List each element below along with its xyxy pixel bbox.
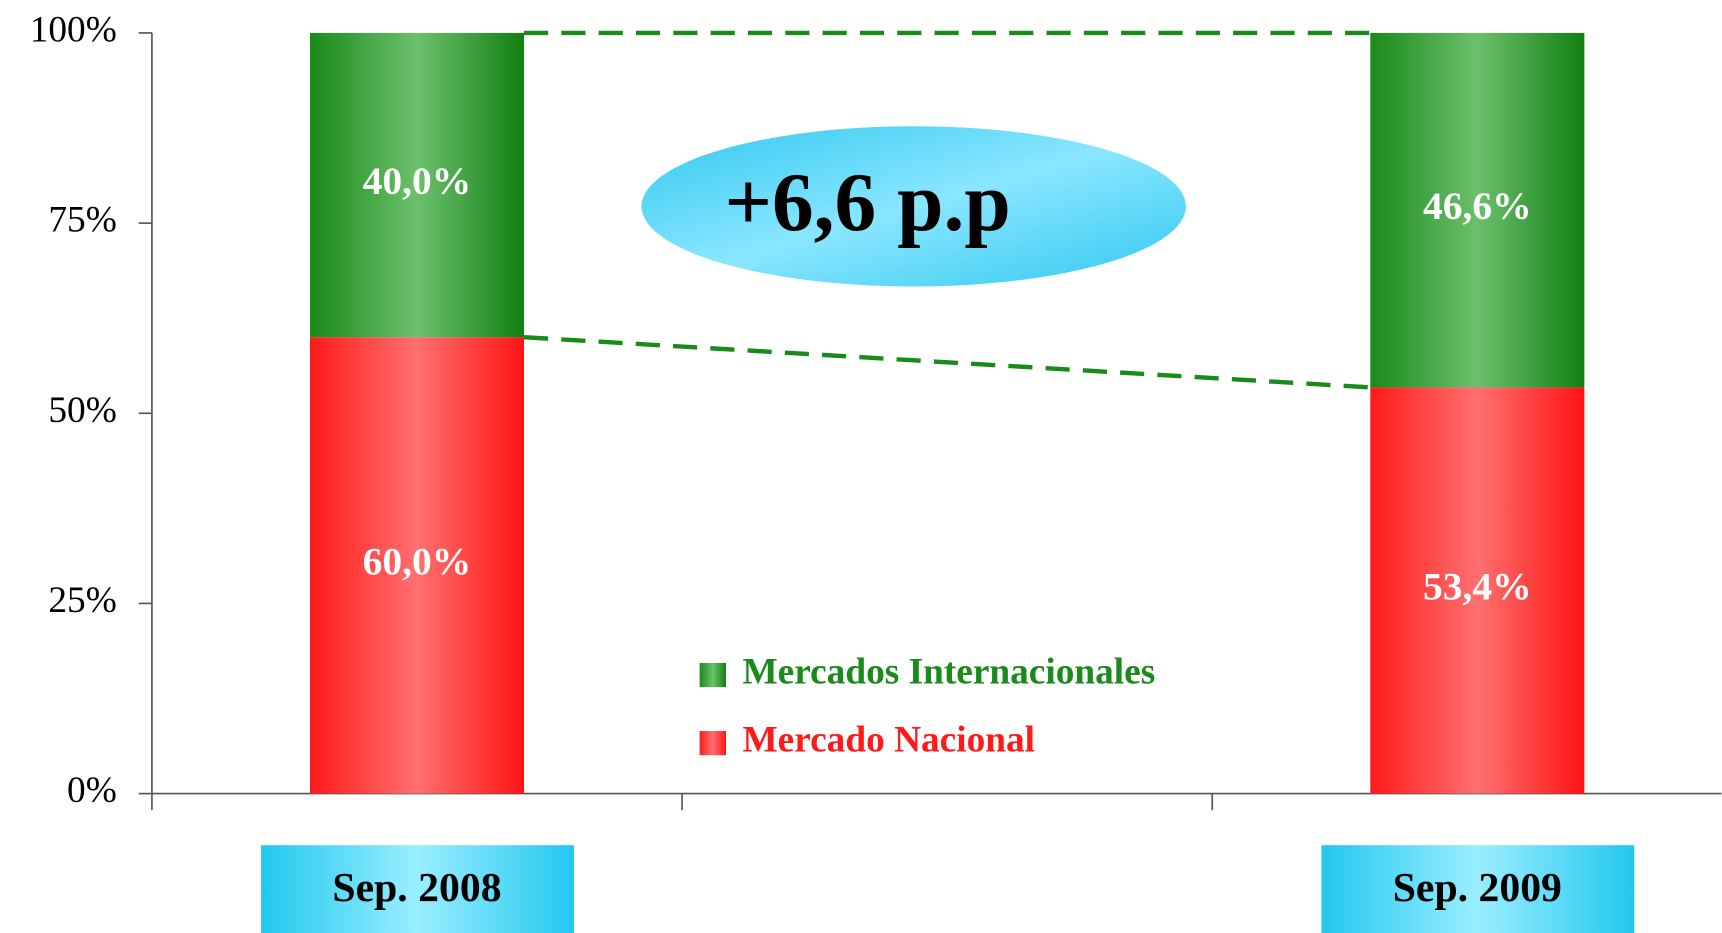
value-label: 60,0% — [363, 539, 472, 583]
y-tick-label: 0% — [67, 770, 117, 811]
legend-swatch — [699, 662, 726, 688]
bar-segment — [309, 32, 525, 338]
legend-label: Mercados Internacionales — [742, 652, 1155, 693]
annotation-bubble — [641, 126, 1186, 287]
bar-segment — [1370, 32, 1585, 388]
value-label: 40,0% — [363, 159, 472, 203]
x-tick-label: Sep. 2009 — [1393, 865, 1562, 911]
bar-segment — [1370, 387, 1585, 794]
bar-segment — [309, 337, 525, 794]
category-box — [1321, 845, 1635, 933]
value-label: 53,4% — [1423, 565, 1532, 609]
value-label: 46,6% — [1423, 184, 1532, 228]
x-tick-label: Sep. 2008 — [332, 865, 501, 911]
legend-swatch — [699, 731, 726, 756]
y-tick-label: 100% — [30, 9, 117, 50]
connector — [523, 335, 1371, 390]
category-box — [261, 845, 574, 933]
y-tick-label: 25% — [48, 580, 116, 621]
legend-label: Mercado Nacional — [742, 720, 1035, 761]
annotation: +6,6 p.p — [724, 157, 1010, 249]
y-tick-label: 75% — [48, 200, 116, 241]
y-tick-label: 50% — [48, 390, 116, 431]
